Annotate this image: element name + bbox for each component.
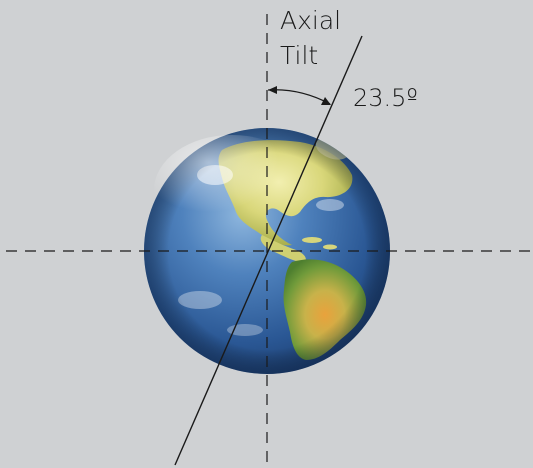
axial-tilt-title-line2: Tilt bbox=[280, 41, 319, 70]
tilt-angle-arc bbox=[267, 86, 331, 105]
arc-arrowhead-left bbox=[268, 86, 277, 94]
tilt-angle-label: 23.5º bbox=[353, 84, 418, 112]
arc-arrowhead-right bbox=[321, 97, 331, 105]
tilted-axis-line bbox=[174, 35, 363, 466]
axial-tilt-title-line1: Axial bbox=[280, 6, 342, 35]
globe-gloss-highlight bbox=[154, 135, 310, 245]
earth-globe bbox=[144, 128, 390, 374]
